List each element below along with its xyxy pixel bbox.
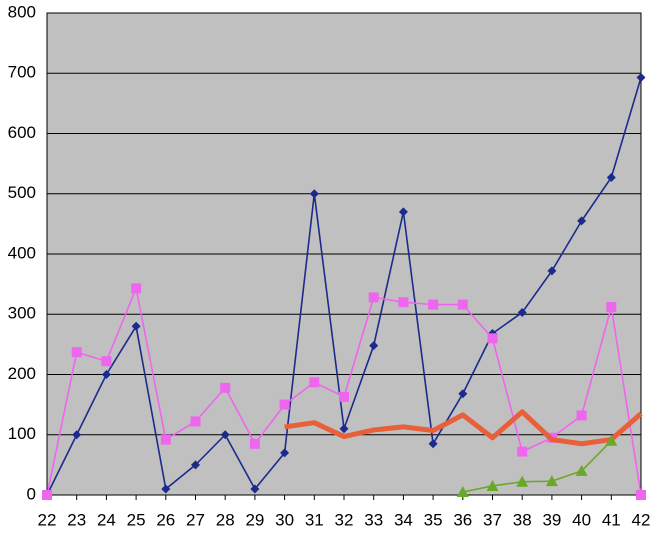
diamond-marker bbox=[339, 424, 349, 434]
square-marker bbox=[428, 299, 439, 310]
y-tick-label: 700 bbox=[8, 63, 36, 82]
series-line bbox=[462, 440, 612, 493]
square-marker bbox=[368, 292, 379, 303]
triangle-marker bbox=[486, 479, 499, 491]
square-marker bbox=[576, 410, 587, 421]
x-tick-label: 36 bbox=[453, 510, 472, 529]
square-marker bbox=[190, 416, 201, 427]
square-marker bbox=[131, 283, 142, 294]
x-tick-label: 27 bbox=[186, 510, 205, 529]
triangle-marker bbox=[516, 475, 529, 487]
x-tick-label: 23 bbox=[67, 510, 86, 529]
square-marker bbox=[101, 356, 112, 367]
diamond-marker bbox=[191, 460, 200, 470]
x-tick-label: 39 bbox=[542, 510, 561, 529]
x-tick-label: 29 bbox=[245, 510, 264, 529]
square-marker bbox=[636, 490, 646, 500]
diamond-marker bbox=[547, 266, 557, 276]
y-tick-label: 100 bbox=[8, 424, 36, 443]
square-marker bbox=[606, 302, 617, 313]
series-line bbox=[284, 409, 643, 447]
square-marker bbox=[487, 333, 498, 344]
diamond-marker bbox=[250, 484, 260, 494]
square-marker bbox=[309, 377, 320, 388]
diamond-marker bbox=[280, 448, 290, 458]
diamond-marker bbox=[606, 172, 616, 182]
x-tick-label: 38 bbox=[513, 510, 532, 529]
x-tick-label: 26 bbox=[156, 510, 175, 529]
x-tick-label: 25 bbox=[127, 510, 146, 529]
diamond-marker bbox=[101, 370, 111, 379]
y-tick-label: 0 bbox=[27, 484, 36, 503]
x-tick-label: 37 bbox=[483, 510, 502, 529]
diamond-marker bbox=[517, 307, 527, 317]
diamond-marker bbox=[428, 439, 438, 449]
y-tick-label: 200 bbox=[8, 364, 36, 383]
x-tick-label: 42 bbox=[632, 510, 651, 529]
x-tick-label: 32 bbox=[335, 510, 354, 529]
square-marker bbox=[249, 438, 260, 449]
square-marker bbox=[339, 391, 349, 402]
x-tick-label: 28 bbox=[216, 510, 235, 529]
square-marker bbox=[517, 446, 528, 457]
square-marker bbox=[71, 347, 82, 358]
diamond-marker bbox=[220, 430, 230, 440]
square-marker bbox=[457, 299, 468, 310]
diamond-marker bbox=[458, 389, 468, 399]
diamond-marker bbox=[161, 484, 171, 494]
x-tick-label: 31 bbox=[305, 510, 324, 529]
y-tick-label: 400 bbox=[8, 243, 36, 262]
diamond-marker bbox=[72, 430, 82, 440]
square-marker bbox=[42, 490, 52, 500]
diamond-marker bbox=[309, 189, 319, 199]
y-tick-label: 600 bbox=[8, 123, 36, 142]
x-tick-label: 30 bbox=[275, 510, 294, 529]
y-tick-label: 800 bbox=[8, 2, 36, 21]
y-tick-label: 500 bbox=[8, 183, 36, 202]
x-tick-label: 41 bbox=[602, 510, 621, 529]
diamond-marker bbox=[131, 321, 141, 331]
square-marker bbox=[398, 297, 409, 308]
square-marker bbox=[279, 399, 290, 410]
square-marker bbox=[220, 382, 231, 393]
triangle-marker bbox=[575, 464, 588, 476]
y-tick-label: 300 bbox=[8, 304, 36, 323]
x-tick-label: 40 bbox=[572, 510, 591, 529]
x-tick-label: 22 bbox=[38, 510, 57, 529]
square-marker bbox=[160, 434, 171, 445]
triangle-marker bbox=[545, 475, 558, 487]
diamond-marker bbox=[369, 341, 379, 351]
x-tick-label: 35 bbox=[424, 510, 443, 529]
x-tick-label: 33 bbox=[364, 510, 383, 529]
diamond-marker bbox=[398, 207, 408, 217]
triangle-marker bbox=[456, 485, 469, 497]
triangle-marker bbox=[605, 434, 618, 446]
x-tick-label: 24 bbox=[97, 510, 116, 529]
x-tick-label: 34 bbox=[394, 510, 413, 529]
diamond-marker bbox=[636, 72, 646, 82]
diamond-marker bbox=[577, 216, 587, 226]
